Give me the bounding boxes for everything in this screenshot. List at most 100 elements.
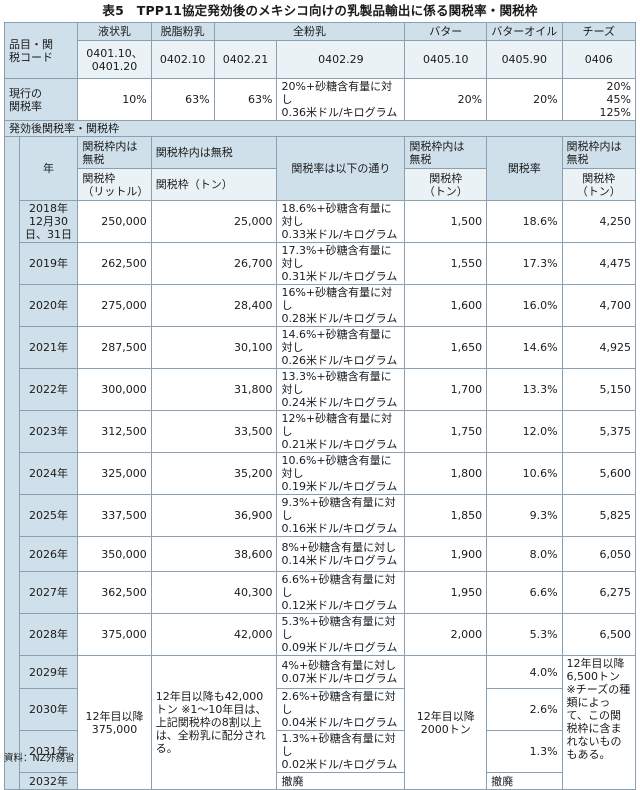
- row-butter: 1,950: [404, 571, 488, 614]
- late-whole: 2.6%+砂糖含有量に対し 0.04米ドル/キログラム: [276, 688, 406, 731]
- row-cheese: 5,825: [561, 494, 637, 537]
- row-cheese: 5,375: [561, 410, 637, 453]
- tariff-table: 品目・関 税コード 液状乳 脱脂粉乳 全粉乳 バター バターオイル チーズ 0401.10、 …: [3, 22, 637, 790]
- row-butter-oil: 10.6%: [486, 452, 563, 495]
- row-liquid: 312,500: [77, 410, 152, 453]
- row-butter: 1,900: [404, 536, 488, 572]
- code-liquid-milk: 0401.10、 0401.20: [77, 40, 152, 79]
- table-row: 2028年 375,000 42,000 5.3%+砂糖含有量に対し 0.09米ドル/…: [5, 613, 637, 656]
- row-liquid: 300,000: [77, 368, 152, 411]
- row-year: 2025年: [18, 494, 79, 537]
- sub-skim-top: 関税枠内は無税: [150, 136, 278, 169]
- row-skim: 26,700: [150, 242, 278, 285]
- row-year: 2026年: [18, 536, 79, 572]
- row-whole: 8%+砂糖含有量に対し 0.14米ドル/キログラム: [276, 536, 406, 572]
- row-cheese: 5,600: [561, 452, 637, 495]
- sub-cheese-top: 関税枠内は 無税: [561, 136, 637, 169]
- row-skim: 25,000: [150, 200, 278, 243]
- table-title: 表5 TPP11協定発効後のメキシコ向けの乳製品輸出に係る関税率・関税枠: [102, 3, 538, 18]
- current-butter: 20%: [404, 78, 488, 121]
- row-skim: 31,800: [150, 368, 278, 411]
- table-row: 2023年 312,500 33,500 12%+砂糖含有量に対し 0.21米ドル/キ…: [5, 410, 637, 453]
- row-butter: 1,550: [404, 242, 488, 285]
- row-whole: 18.6%+砂糖含有量に対し 0.33米ドル/キログラム: [276, 200, 406, 243]
- row-cheese: 4,475: [561, 242, 637, 285]
- row-skim: 35,200: [150, 452, 278, 495]
- row-whole: 6.6%+砂糖含有量に対し 0.12米ドル/キログラム: [276, 571, 406, 614]
- sub-skim-bot: 関税枠（トン）: [150, 168, 278, 201]
- item-code-label: 品目・関 税コード: [3, 22, 79, 79]
- row-cheese: 6,500: [561, 613, 637, 656]
- row-year: 2022年: [18, 368, 79, 411]
- late-butter-oil: 4.0%: [486, 655, 563, 689]
- row-butter: 1,600: [404, 284, 488, 327]
- sub-liquid-top: 関税枠内は 無税: [77, 136, 152, 169]
- table-row: 2030年 2.6%+砂糖含有量に対し 0.04米ドル/キログラム 2.6%: [5, 688, 636, 731]
- code-cheese: 0406: [561, 40, 637, 79]
- late-butter-oil: 撤廃: [486, 772, 563, 790]
- row-liquid: 250,000: [77, 200, 152, 243]
- code-butter-oil: 0405.90: [486, 40, 563, 79]
- late-whole: 4%+砂糖含有量に対し 0.07米ドル/キログラム: [276, 655, 406, 689]
- section-indent: [4, 136, 20, 790]
- row-year: 2018年 12月30 日、31日: [18, 200, 79, 243]
- row-year: 2024年: [18, 452, 79, 495]
- table-row: 2020年 275,000 28,400 16%+砂糖含有量に対し 0.28米ドル/キ…: [5, 284, 637, 327]
- row-whole: 12%+砂糖含有量に対し 0.21米ドル/キログラム: [276, 410, 406, 453]
- code-butter: 0405.10: [404, 40, 488, 79]
- row-whole: 13.3%+砂糖含有量に対し 0.24米ドル/キログラム: [276, 368, 406, 411]
- current-whole-a: 63%: [213, 78, 278, 121]
- table-row: 2021年 287,500 30,100 14.6%+砂糖含有量に対し 0.26米ドル…: [5, 326, 637, 369]
- sub-butter-bot: 関税枠 （トン）: [404, 168, 488, 201]
- row-butter-oil: 5.3%: [486, 613, 563, 656]
- row-cheese: 4,700: [561, 284, 637, 327]
- table-row: 2022年 300,000 31,800 13.3%+砂糖含有量に対し 0.24米ドル…: [5, 368, 637, 411]
- row-liquid: 262,500: [77, 242, 152, 285]
- row-whole: 16%+砂糖含有量に対し 0.28米ドル/キログラム: [276, 284, 406, 327]
- sub-whole: 関税率は以下の通り: [276, 136, 406, 201]
- sub-cheese-bot: 関税枠 （トン）: [561, 168, 637, 201]
- sub-butter-top: 関税枠内は 無税: [404, 136, 488, 169]
- row-butter-oil: 9.3%: [486, 494, 563, 537]
- late-butter-oil: 2.6%: [486, 688, 563, 731]
- row-whole: 5.3%+砂糖含有量に対し 0.09米ドル/キログラム: [276, 613, 406, 656]
- row-year: 2027年: [18, 571, 79, 614]
- current-skim: 63%: [150, 78, 215, 121]
- late-butter: 12年目以降 2000トン: [404, 655, 488, 790]
- col-butter-oil: バターオイル: [486, 22, 563, 41]
- row-butter: 1,850: [404, 494, 488, 537]
- row-liquid: 362,500: [77, 571, 152, 614]
- row-whole: 10.6%+砂糖含有量に対し 0.19米ドル/キログラム: [276, 452, 406, 495]
- row-liquid: 337,500: [77, 494, 152, 537]
- section-after-label: 発効後関税率・関税枠: [4, 120, 636, 137]
- table-row: 2024年 325,000 35,200 10.6%+砂糖含有量に対し 0.19米ドル…: [5, 452, 637, 495]
- row-cheese: 6,275: [561, 571, 637, 614]
- table-row: 2027年 362,500 40,300 6.6%+砂糖含有量に対し 0.12米ドル/…: [5, 571, 637, 614]
- row-butter: 1,500: [404, 200, 488, 243]
- row-liquid: 275,000: [77, 284, 152, 327]
- current-cheese: 20% 45% 125%: [561, 78, 637, 121]
- row-butter-oil: 6.6%: [486, 571, 563, 614]
- row-cheese: 4,925: [561, 326, 637, 369]
- row-butter-oil: 13.3%: [486, 368, 563, 411]
- late-cheese: 12年目以降6,500トン ※チーズの種類によって、この関税枠に含まれないものも…: [561, 655, 637, 790]
- row-skim: 33,500: [150, 410, 278, 453]
- row-butter-oil: 12.0%: [486, 410, 563, 453]
- row-liquid: 325,000: [77, 452, 152, 495]
- row-year: 2023年: [18, 410, 79, 453]
- row-liquid: 375,000: [77, 613, 152, 656]
- col-whole-milk-powder: 全粉乳: [213, 22, 406, 41]
- sub-year: 年: [18, 136, 79, 201]
- table-row: 2029年 12年目以降 375,000 12年目以降も42,000トン ※1～10…: [5, 655, 637, 790]
- row-whole: 17.3%+砂糖含有量に対し 0.31米ドル/キログラム: [276, 242, 406, 285]
- col-liquid-milk: 液状乳: [77, 22, 152, 41]
- table-row: 2025年 337,500 36,900 9.3%+砂糖含有量に対し 0.16米ドル/…: [5, 494, 637, 537]
- row-butter-oil: 14.6%: [486, 326, 563, 369]
- current-liquid: 10%: [77, 78, 152, 121]
- row-year: 2020年: [18, 284, 79, 327]
- row-skim: 36,900: [150, 494, 278, 537]
- row-butter: 1,650: [404, 326, 488, 369]
- late-liquid: 12年目以降 375,000: [77, 655, 152, 790]
- row-year: 2028年: [18, 613, 79, 656]
- sub-butter-oil: 関税率: [486, 136, 563, 201]
